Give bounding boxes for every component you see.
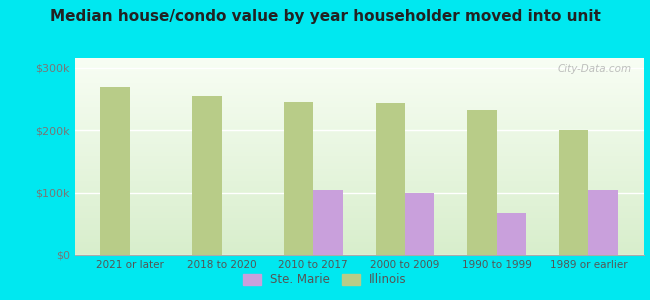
Bar — [588, 190, 618, 255]
Bar — [313, 190, 343, 255]
Bar — [467, 110, 497, 255]
Bar — [559, 130, 588, 255]
Bar — [192, 96, 222, 255]
Bar — [405, 193, 434, 255]
Text: Median house/condo value by year householder moved into unit: Median house/condo value by year househo… — [49, 9, 601, 24]
Bar — [284, 102, 313, 255]
Text: City-Data.com: City-Data.com — [558, 64, 632, 74]
Bar — [101, 87, 130, 255]
Bar — [497, 213, 526, 255]
Bar — [376, 103, 405, 255]
Legend: Ste. Marie, Illinois: Ste. Marie, Illinois — [239, 269, 411, 291]
